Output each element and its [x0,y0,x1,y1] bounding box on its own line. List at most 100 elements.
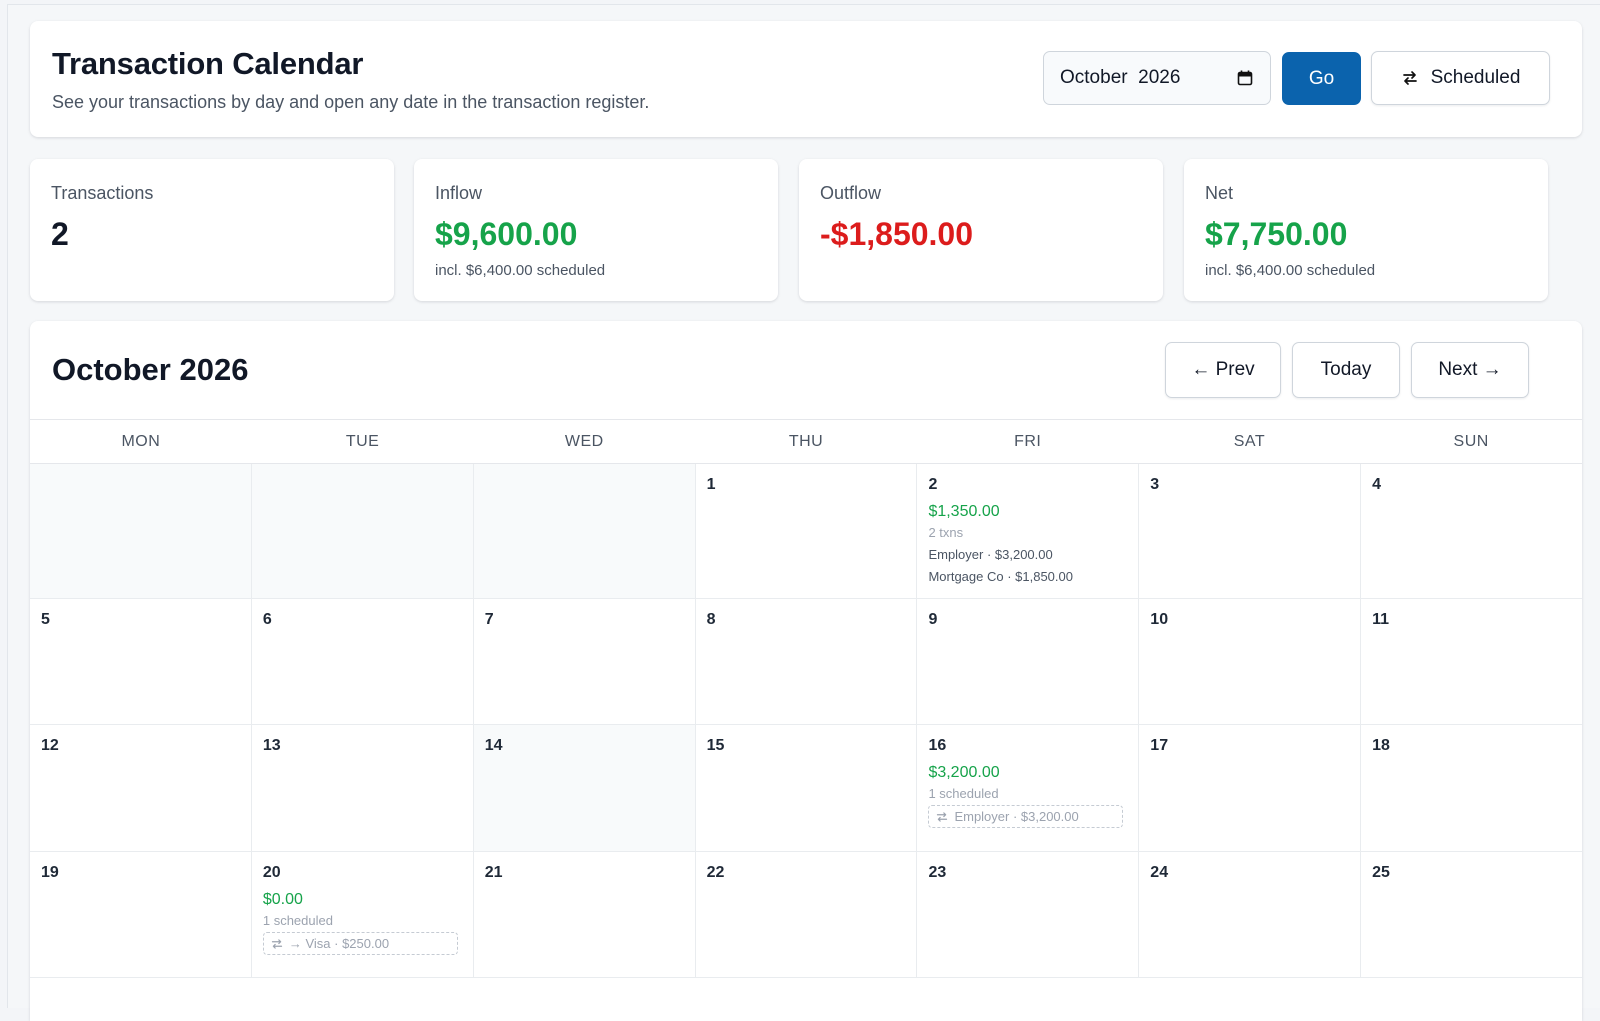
page: Transaction Calendar See your transactio… [7,4,1600,1021]
day-number: 23 [928,864,947,881]
day-txn-count: 1 scheduled [262,913,333,928]
stat-card-inflow: Inflow $9,600.00 incl. $6,400.00 schedul… [414,159,778,301]
day-number: 19 [41,864,59,881]
calendar-day-cell[interactable]: 16 $3,200.00 1 scheduled Employer · $3,200.… [917,725,1140,851]
stat-label: Inflow [435,183,483,203]
calendar-day-cell[interactable]: 5 [30,599,252,724]
header-card: Transaction Calendar See your transactio… [30,21,1582,137]
stat-value: $9,600.00 [435,216,578,252]
day-number: 25 [1372,864,1390,881]
calendar-icon[interactable] [1237,70,1253,86]
weekday-header: TUE [345,432,380,450]
calendar-day-cell[interactable]: 10 [1139,599,1362,724]
today-button[interactable]: Today [1292,342,1400,398]
stat-label: Net [1205,183,1234,203]
day-transaction-item[interactable]: Employer · $3,200.00 [928,547,1053,562]
calendar-day-cell[interactable]: 17 [1139,725,1362,851]
calendar-week-row: 19 20 $0.00 1 scheduled → Visa · $250.00 21 22… [30,852,1582,978]
calendar-day-cell[interactable]: 24 [1139,852,1362,977]
stat-card-outflow: Outflow -$1,850.00 [799,159,1163,301]
calendar-day-cell[interactable]: 1 [696,464,918,598]
stat-label: Outflow [820,183,882,203]
day-number: 8 [706,611,716,628]
day-number: 13 [262,737,281,754]
weekday-header: MON [121,432,161,450]
calendar-day-cell[interactable]: 8 [696,599,918,724]
calendar-day-cell[interactable]: 7 [474,599,696,724]
repeat-icon [937,811,948,822]
calendar-day-cell[interactable]: 9 [917,599,1140,724]
calendar-day-cell[interactable]: 3 [1139,464,1362,598]
day-number: 2 [928,476,938,493]
day-number: 12 [41,737,59,754]
page-subtitle: See your transactions by day and open an… [52,92,650,112]
calendar-week-row: 12 13 14 15 16 $3,200.00 1 scheduled Employer ·… [30,725,1582,852]
day-number: 3 [1150,476,1160,493]
day-transaction-item[interactable]: Mortgage Co · $1,850.00 [928,569,1073,584]
day-txn-count: 2 txns [928,525,964,540]
weekday-header: THU [788,432,824,450]
go-button[interactable]: Go [1282,52,1361,105]
day-number: 10 [1150,611,1169,628]
day-txn-count: 1 scheduled [928,786,999,801]
day-number: 17 [1150,737,1169,754]
month-picker-value: October 2026 [1060,67,1181,88]
weekday-header: FRI [1014,432,1042,450]
calendar-day-cell[interactable]: 19 [30,852,252,977]
weekday-header-row: MON TUE WED THU FRI SAT SUN [30,420,1582,464]
calendar-empty-cell [251,464,474,598]
calendar-day-cell[interactable]: 20 $0.00 1 scheduled → Visa · $250.00 [252,852,474,977]
page-title: Transaction Calendar [52,46,364,81]
calendar-week-row: 5 6 7 8 9 10 11 [30,599,1582,725]
weekday-header: SAT [1233,432,1266,450]
day-number: 9 [928,611,938,628]
calendar-day-cell[interactable]: 25 [1361,852,1582,977]
scheduled-transaction-pill[interactable]: → Visa · $250.00 [262,932,458,955]
scheduled-button-label: Scheduled [1430,67,1521,88]
calendar-day-cell[interactable]: 11 [1361,599,1582,724]
calendar-day-cell[interactable]: 14 [473,725,696,851]
calendar-day-cell[interactable]: 23 [917,852,1140,977]
day-number: 14 [484,737,503,754]
day-number: 6 [262,611,272,628]
day-number: 11 [1372,611,1390,628]
scheduled-transaction-pill[interactable]: Employer · $3,200.00 [928,805,1124,828]
calendar-week-row: 1 2 $1,350.00 2 txns Employer · $3,200.00 Mor… [30,464,1582,599]
day-total-amount: $3,200.00 [928,764,1000,781]
day-number: 4 [1372,476,1382,493]
day-number: 5 [41,611,50,628]
calendar-day-cell[interactable]: 2 $1,350.00 2 txns Employer · $3,200.00 Mort… [917,464,1140,598]
weekday-header: WED [564,432,604,450]
scheduled-transaction-label: → Visa · $250.00 [288,936,390,951]
day-number: 7 [484,611,494,628]
stat-note: incl. $6,400.00 scheduled [435,262,606,279]
calendar-day-cell[interactable]: 13 [252,725,474,851]
calendar-day-cell[interactable]: 21 [474,852,696,977]
day-number: 16 [928,737,947,754]
calendar-empty-cell [30,464,252,598]
stat-value: 2 [51,216,69,252]
scheduled-button[interactable]: Scheduled [1371,51,1550,105]
calendar-day-cell[interactable]: 18 [1361,725,1582,851]
stat-note: incl. $6,400.00 scheduled [1205,262,1376,279]
prev-month-button[interactable]: ← Prev [1165,342,1281,398]
calendar-day-cell[interactable]: 4 [1361,464,1582,598]
calendar-day-cell[interactable]: 15 [696,725,918,851]
calendar-day-cell[interactable]: 6 [252,599,474,724]
calendar-card: October 2026 ← Prev Today Next → MON TUE W… [30,321,1582,1021]
calendar-day-cell[interactable]: 12 [30,725,252,851]
day-number: 1 [706,476,716,493]
day-total-amount: $0.00 [262,891,303,908]
next-month-button[interactable]: Next → [1411,342,1529,398]
stat-card-net: Net $7,750.00 incl. $6,400.00 scheduled [1184,159,1548,301]
scheduled-transaction-label: Employer · $3,200.00 [954,809,1079,824]
day-number: 20 [262,864,281,881]
repeat-icon [1402,71,1417,85]
day-number: 22 [706,864,725,881]
repeat-icon [271,938,282,949]
month-picker-input[interactable]: October 2026 [1043,51,1271,105]
day-number: 21 [484,864,503,881]
calendar-day-cell[interactable]: 22 [696,852,918,977]
day-number: 24 [1150,864,1169,881]
calendar-month-title: October 2026 [52,352,249,387]
